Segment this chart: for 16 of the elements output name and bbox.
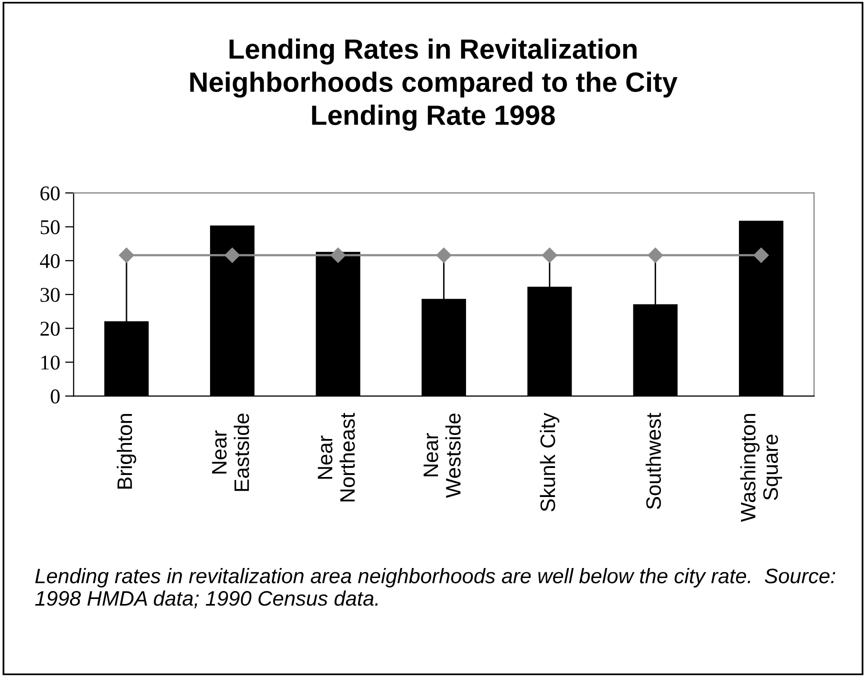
y-tick-label: 20	[40, 322, 60, 336]
x-tick-label: Near Eastside	[212, 414, 250, 491]
x-tick-label: Skunk City	[540, 412, 560, 512]
y-tick-label: 60	[40, 186, 60, 200]
x-tick-label: Near Westside	[424, 414, 461, 498]
x-tick-label: Washington Square	[740, 414, 782, 522]
x-tick-label: Southwest	[646, 412, 661, 510]
y-tick-label: 50	[40, 220, 60, 234]
y-tick-label: 30	[40, 288, 60, 302]
y-tick-label: 40	[40, 254, 60, 268]
text: Lending rates in revitalization area neighborhoods are well below the city rate. Source: 1998 HMDA data; 1990 Census data.	[35, 568, 836, 608]
y-tick-label: 10	[41, 356, 60, 370]
y-tick-label: 0	[50, 389, 60, 404]
chart-title: Lending Rates in Revitalization Neighborhoods compared to the City Lending Rate 1998	[190, 38, 678, 131]
x-tick-label: Near Northeast	[318, 412, 355, 502]
x-tick-label: Brighton	[116, 414, 136, 489]
